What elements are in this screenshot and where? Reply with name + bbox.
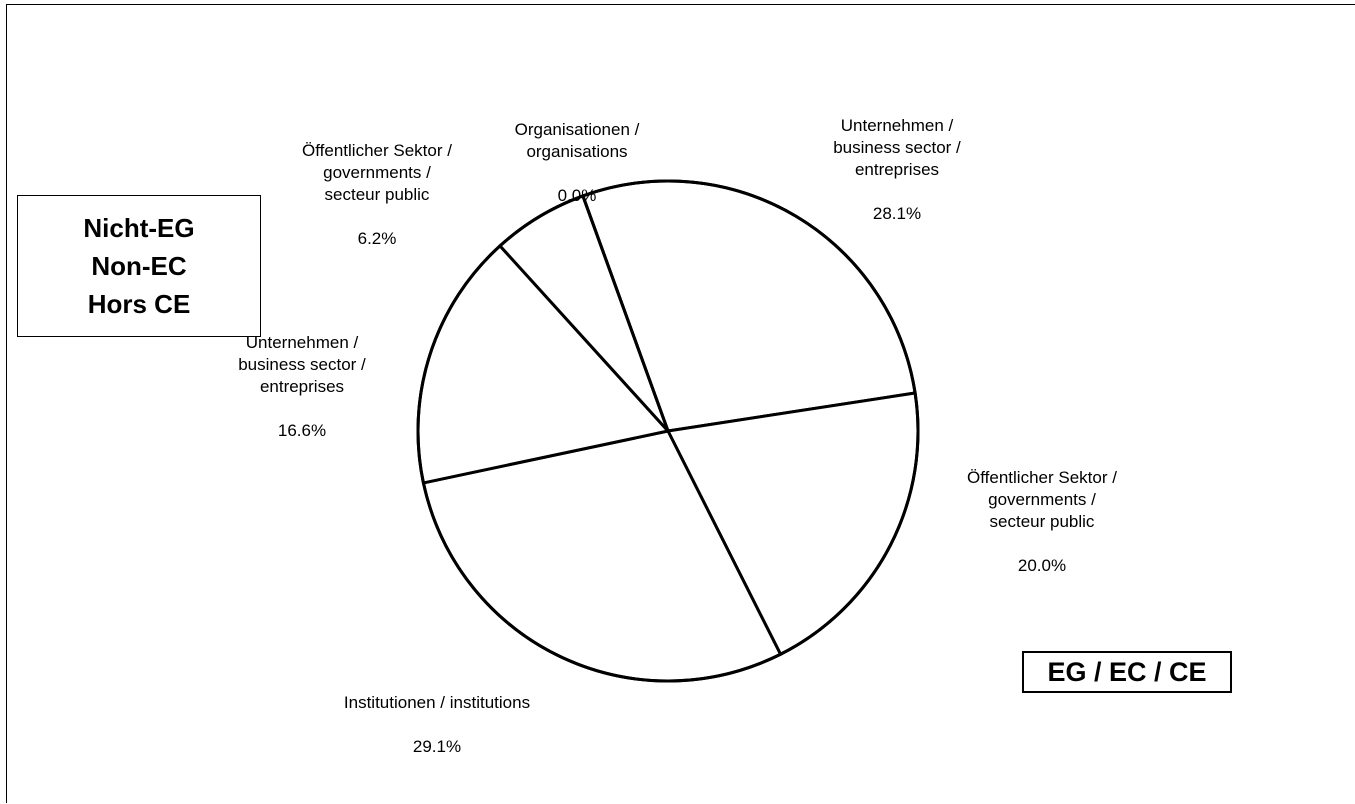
slice-label-text: Unternehmen / business sector / entrepri… — [238, 333, 366, 396]
pie-slice-5 — [581, 195, 670, 432]
pie-outline — [416, 179, 920, 683]
pie-chart — [416, 179, 920, 683]
slice-label-text: Organisationen / organisations — [514, 120, 640, 161]
non-eu-group-label: Nicht-EG Non-EC Hors CE — [83, 213, 195, 319]
slice-label-text: Unternehmen / business sector / entrepri… — [833, 116, 961, 179]
slice-percent: 6.2% — [357, 229, 397, 248]
slice-label-noneu-business: Unternehmen / business sector / entrepri… — [192, 310, 412, 442]
slice-percent: 29.1% — [412, 737, 462, 756]
eu-group-label-box: EG / EC / CE — [1022, 651, 1232, 693]
slice-label-text: Öffentlicher Sektor / governments / sect… — [967, 468, 1117, 531]
slice-label-text: Institutionen / institutions — [343, 693, 531, 712]
chart-area: Unternehmen / business sector / entrepri… — [6, 4, 1355, 803]
slice-label-eu-government: Öffentlicher Sektor / governments / sect… — [922, 445, 1162, 577]
slice-percent: 0.0% — [557, 186, 597, 205]
slice-label-eu-institutions: Institutionen / institutions 29.1% — [302, 670, 572, 758]
slice-label-eu-business: Unternehmen / business sector / entrepri… — [777, 93, 1017, 225]
slice-percent: 20.0% — [1017, 556, 1067, 575]
slice-percent: 16.6% — [277, 421, 327, 440]
slice-label-noneu-government: Öffentlicher Sektor / governments / sect… — [262, 118, 492, 250]
eu-group-label: EG / EC / CE — [1047, 657, 1207, 687]
slice-label-noneu-organisations: Organisationen / organisations 0.0% — [467, 97, 687, 207]
non-eu-group-label-box: Nicht-EG Non-EC Hors CE — [17, 195, 261, 337]
slice-label-text: Öffentlicher Sektor / governments / sect… — [302, 141, 452, 204]
slice-percent: 28.1% — [872, 204, 922, 223]
